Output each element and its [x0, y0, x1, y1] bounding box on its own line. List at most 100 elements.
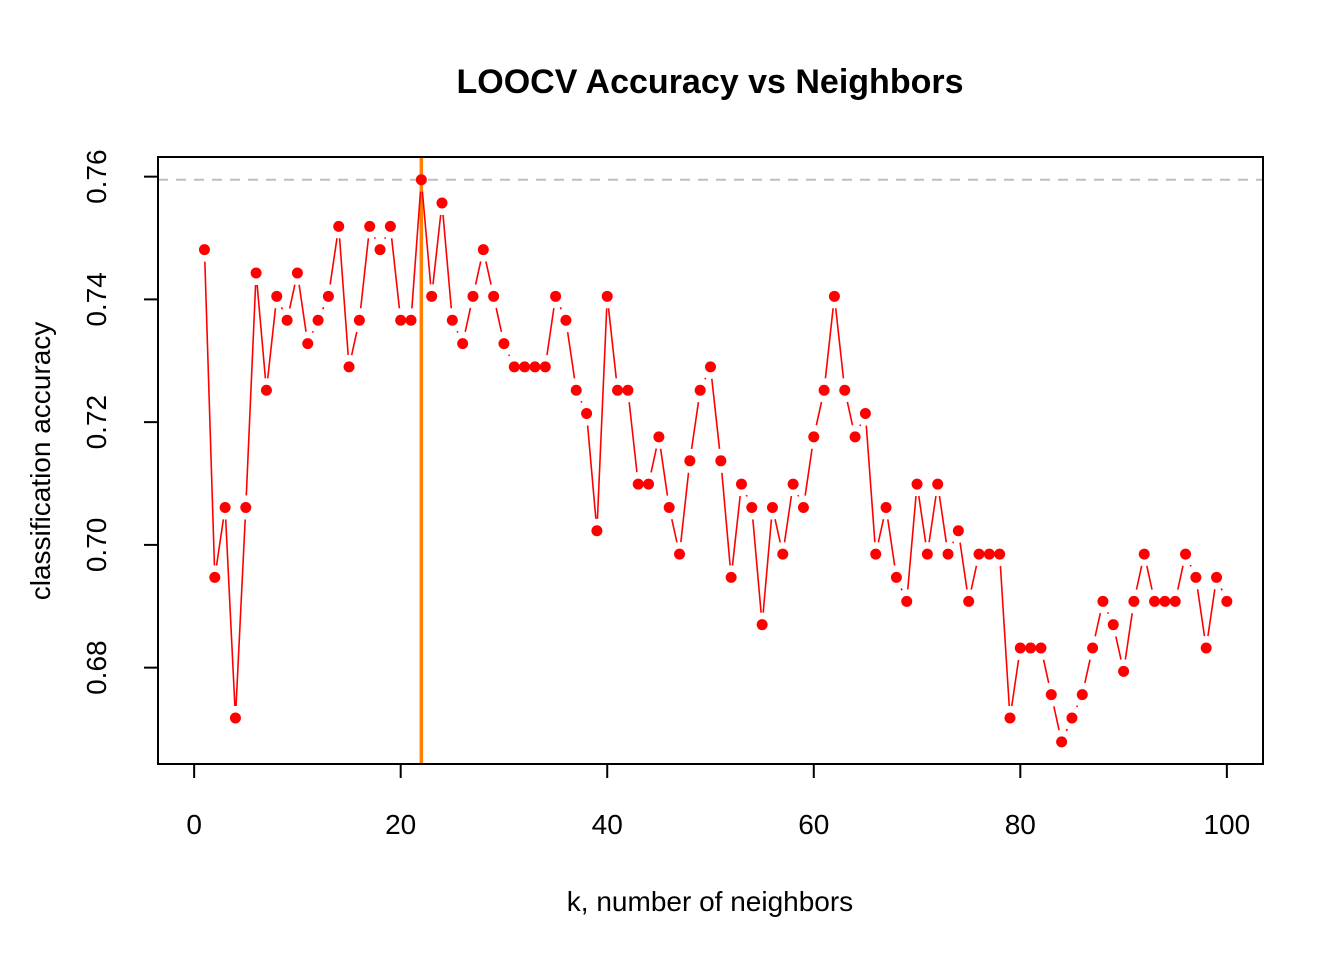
series-segment	[607, 308, 618, 379]
data-point	[828, 290, 840, 302]
y-tick-label: 0.74	[81, 272, 112, 327]
data-point	[395, 314, 407, 326]
data-point	[322, 290, 334, 302]
series-segment	[432, 214, 442, 285]
data-point	[890, 571, 902, 583]
data-point	[859, 408, 871, 420]
series-segment	[1196, 589, 1206, 637]
x-axis-label: k, number of neighbors	[567, 886, 853, 917]
data-point	[477, 244, 489, 256]
series-segment	[952, 541, 955, 544]
data-point	[1056, 736, 1068, 748]
data-point	[467, 290, 479, 302]
data-point	[787, 478, 799, 490]
series-segment	[999, 566, 1011, 707]
data-point	[560, 314, 572, 326]
data-point	[746, 501, 758, 513]
series-segment	[384, 237, 387, 240]
x-tick-label: 20	[385, 809, 416, 840]
series-segment	[1124, 613, 1133, 660]
series-segment	[815, 401, 823, 426]
data-point	[715, 455, 727, 467]
data-point	[1107, 619, 1119, 631]
data-point	[766, 501, 778, 513]
data-point	[1118, 665, 1130, 677]
series-segment	[650, 448, 658, 473]
data-point	[498, 338, 510, 350]
data-point	[312, 314, 324, 326]
series-segment	[846, 401, 854, 426]
data-point	[209, 571, 221, 583]
data-point	[250, 267, 262, 279]
series-segment	[906, 496, 917, 590]
series-segment	[1207, 589, 1216, 637]
data-point	[570, 384, 582, 396]
series-segment	[580, 400, 583, 403]
data-point	[1087, 642, 1099, 654]
series-segment	[731, 495, 741, 566]
data-point	[1211, 571, 1223, 583]
series-segment	[288, 284, 296, 309]
data-point	[808, 431, 820, 443]
series-segment	[1094, 612, 1102, 637]
series-segment	[338, 238, 349, 355]
data-point	[529, 361, 541, 373]
series-segment	[298, 284, 307, 332]
data-point	[674, 548, 686, 560]
data-point	[384, 220, 396, 232]
series-segment	[1010, 659, 1020, 707]
data-point	[353, 314, 365, 326]
data-point	[1138, 548, 1150, 560]
data-point	[1190, 571, 1202, 583]
x-tick-label: 60	[798, 809, 829, 840]
data-point	[198, 244, 210, 256]
series-segment	[721, 472, 731, 566]
series-segment	[1189, 564, 1192, 567]
x-tick-label: 0	[186, 809, 202, 840]
y-tick-label: 0.72	[81, 395, 112, 450]
data-point	[1200, 642, 1212, 654]
series-segment	[322, 307, 325, 310]
data-point	[1014, 642, 1026, 654]
series-segment	[1135, 565, 1143, 590]
data-point	[519, 361, 531, 373]
series-segment	[1084, 659, 1091, 684]
series-segment	[752, 519, 762, 613]
series-segment	[266, 308, 277, 379]
data-point	[446, 314, 458, 326]
series-segment	[474, 261, 482, 285]
series-segment	[350, 331, 358, 356]
series-segment	[442, 214, 453, 309]
series-segment	[546, 308, 555, 356]
series-segment	[421, 191, 432, 285]
series-segment	[1042, 659, 1050, 684]
data-point	[694, 384, 706, 396]
plot-area: 0 20 40 60 80 100 0.68 0.70 0.72 0.74 0.76	[81, 149, 1264, 840]
data-point	[415, 174, 427, 186]
series-segment	[938, 495, 948, 543]
chart-title: LOOCV Accuracy vs Neighbors	[456, 63, 963, 101]
series-segment	[745, 494, 748, 497]
data-point	[705, 361, 716, 373]
series-segment	[311, 330, 314, 333]
series-segment	[215, 519, 225, 566]
series-segment	[690, 401, 700, 450]
data-point	[229, 712, 241, 724]
series-segment	[586, 425, 597, 519]
series-segment	[1176, 565, 1184, 590]
data-point	[1045, 689, 1057, 701]
data-point	[777, 548, 789, 560]
data-point	[271, 290, 283, 302]
data-point	[333, 220, 345, 232]
data-point	[932, 478, 944, 490]
series-segment	[495, 307, 503, 333]
data-point	[1066, 712, 1078, 724]
data-point	[942, 548, 954, 560]
data-point	[632, 478, 644, 490]
series-segment	[959, 542, 968, 590]
data-point	[240, 501, 252, 513]
data-point	[839, 384, 851, 396]
data-point	[591, 525, 603, 537]
data-point	[684, 455, 696, 467]
